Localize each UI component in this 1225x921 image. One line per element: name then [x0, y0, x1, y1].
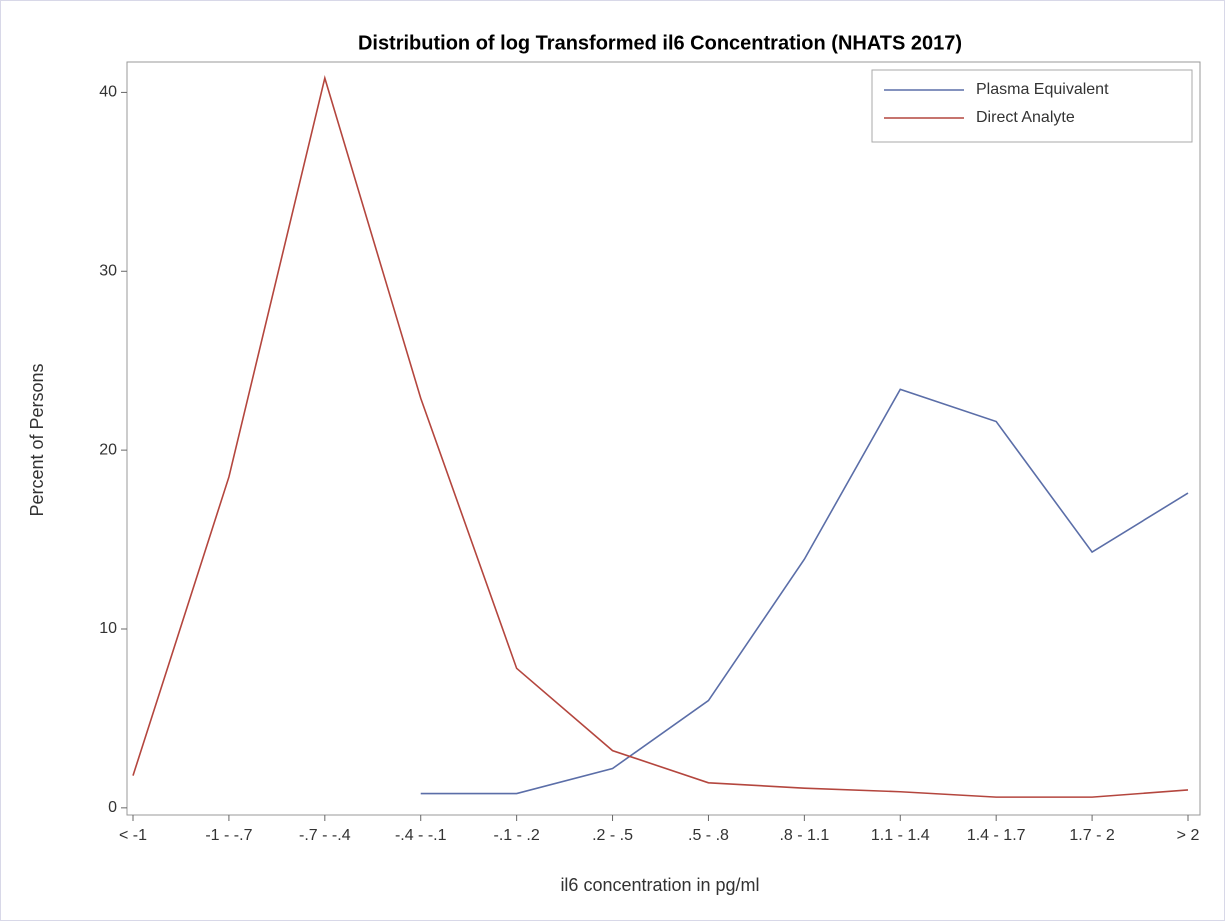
plot-area	[126, 61, 1201, 816]
y-axis-label: Percent of Persons	[27, 363, 47, 516]
y-tick-label: 40	[99, 84, 117, 101]
legend-label: Plasma Equivalent	[976, 81, 1109, 98]
y-tick-label: 0	[108, 799, 117, 816]
x-tick-label: .5 - .8	[688, 827, 729, 844]
legend-label: Direct Analyte	[976, 109, 1075, 126]
chart-title: Distribution of log Transformed il6 Conc…	[358, 32, 962, 54]
x-tick-label: -.4 - -.1	[395, 827, 447, 844]
x-tick-label: -.7 - -.4	[299, 827, 351, 844]
x-tick-label: 1.1 - 1.4	[871, 827, 930, 844]
x-tick-label: .2 - .5	[592, 827, 633, 844]
x-tick-label: 1.4 - 1.7	[967, 827, 1026, 844]
y-tick-label: 30	[99, 262, 117, 279]
x-tick-label: -1 - -.7	[205, 827, 252, 844]
x-tick-label: 1.7 - 2	[1069, 827, 1114, 844]
x-tick-label: < -1	[119, 827, 147, 844]
x-tick-label: .8 - 1.1	[779, 827, 829, 844]
line-series	[420, 388, 1189, 795]
x-axis-label: il6 concentration in pg/ml	[560, 875, 759, 895]
x-tick-label: -.1 - .2	[494, 827, 540, 844]
y-tick-label: 20	[99, 441, 117, 458]
x-tick-label: > 2	[1177, 827, 1200, 844]
y-tick-label: 10	[99, 620, 117, 637]
line-series	[132, 75, 1189, 798]
legend-box	[871, 69, 1193, 143]
